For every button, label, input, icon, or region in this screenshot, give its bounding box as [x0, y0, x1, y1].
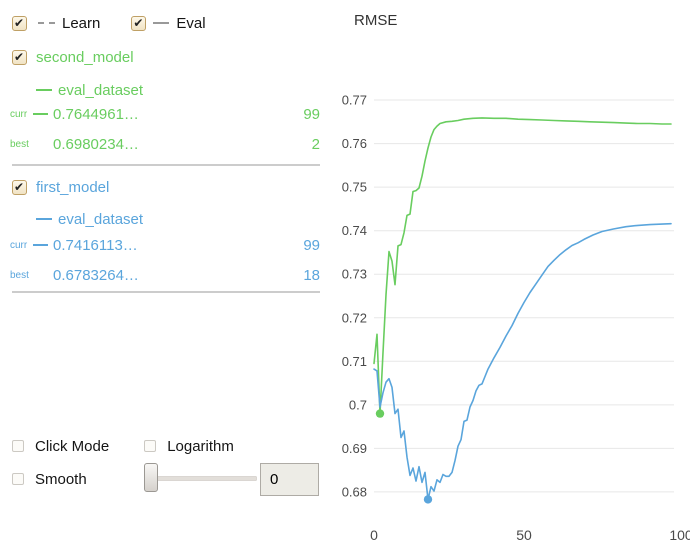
chart-title: RMSE	[354, 12, 398, 29]
dataset-label: eval_dataset	[58, 81, 144, 99]
best-iteration: 18	[303, 266, 320, 284]
curr-line-icon	[33, 113, 48, 115]
dataset-line-icon	[36, 218, 52, 220]
best-row: best 0.6783264… 18	[0, 265, 330, 285]
dataset-row: eval_dataset	[0, 209, 330, 229]
click-mode-label: Click Mode	[35, 437, 110, 455]
learn-dashed-line-icon	[38, 22, 55, 24]
smooth-value-box[interactable]: 0	[260, 463, 319, 496]
click-mode-checkbox[interactable]	[12, 440, 24, 452]
svg-text:0.77: 0.77	[342, 93, 367, 108]
learn-checkbox[interactable]	[12, 15, 27, 31]
chart-canvas[interactable]: 0.77 0.76 0.75 0.74 0.73 0.72 0.71 0.7 0.69 0.68 0…	[330, 85, 690, 555]
smooth-slider-handle[interactable]	[144, 463, 158, 492]
best-row: best 0.6980234… 2	[0, 134, 330, 154]
dataset-line-icon	[36, 89, 52, 91]
svg-text:0: 0	[370, 527, 378, 543]
model-checkbox[interactable]	[12, 49, 27, 65]
best-label: best	[10, 269, 29, 281]
legend-row: Learn Eval	[0, 13, 330, 33]
svg-text:0.69: 0.69	[342, 441, 367, 456]
model-name: second_model	[36, 48, 134, 66]
svg-text:0.75: 0.75	[342, 180, 367, 195]
svg-text:0.73: 0.73	[342, 267, 367, 282]
curr-value: 0.7416113…	[53, 236, 138, 254]
curr-row: curr 0.7644961… 99	[0, 104, 330, 124]
model-name: first_model	[36, 178, 110, 196]
svg-text:50: 50	[516, 527, 532, 543]
eval-label: Eval	[176, 14, 206, 32]
best-value: 0.6980234…	[53, 135, 139, 153]
best-label: best	[10, 138, 29, 150]
model-header-row: second_model	[0, 47, 330, 67]
section-divider	[12, 291, 320, 293]
logarithm-label: Logarithm	[167, 437, 234, 455]
smooth-slider[interactable]	[147, 476, 257, 481]
curr-iteration: 99	[303, 236, 320, 254]
curr-value: 0.7644961…	[53, 105, 139, 123]
eval-solid-line-icon	[153, 22, 170, 24]
dataset-row: eval_dataset	[0, 80, 330, 100]
svg-text:100: 100	[669, 527, 690, 543]
curr-row: curr 0.7416113… 99	[0, 235, 330, 255]
svg-text:0.72: 0.72	[342, 310, 367, 325]
best-iteration: 2	[311, 135, 320, 153]
best-value: 0.6783264…	[53, 266, 139, 284]
section-divider	[12, 164, 320, 166]
svg-text:0.68: 0.68	[342, 484, 367, 499]
curr-label: curr	[10, 108, 28, 120]
learn-label: Learn	[62, 14, 101, 32]
curr-label: curr	[10, 239, 28, 251]
eval-checkbox[interactable]	[131, 15, 147, 31]
dataset-label: eval_dataset	[58, 210, 144, 228]
controls-row-2: Smooth	[0, 469, 330, 489]
model-header-row: first_model	[0, 177, 330, 197]
controls-row-1: Click Mode Logarithm	[0, 436, 330, 456]
logarithm-checkbox[interactable]	[144, 440, 157, 452]
svg-text:0.7: 0.7	[349, 397, 367, 412]
svg-text:0.76: 0.76	[342, 136, 367, 151]
smooth-checkbox[interactable]	[12, 473, 24, 485]
svg-text:0.74: 0.74	[342, 223, 367, 238]
smooth-label: Smooth	[35, 470, 87, 488]
svg-text:0.71: 0.71	[342, 354, 367, 369]
curr-line-icon	[33, 244, 48, 246]
curr-iteration: 99	[303, 105, 320, 123]
model-checkbox[interactable]	[12, 179, 27, 195]
